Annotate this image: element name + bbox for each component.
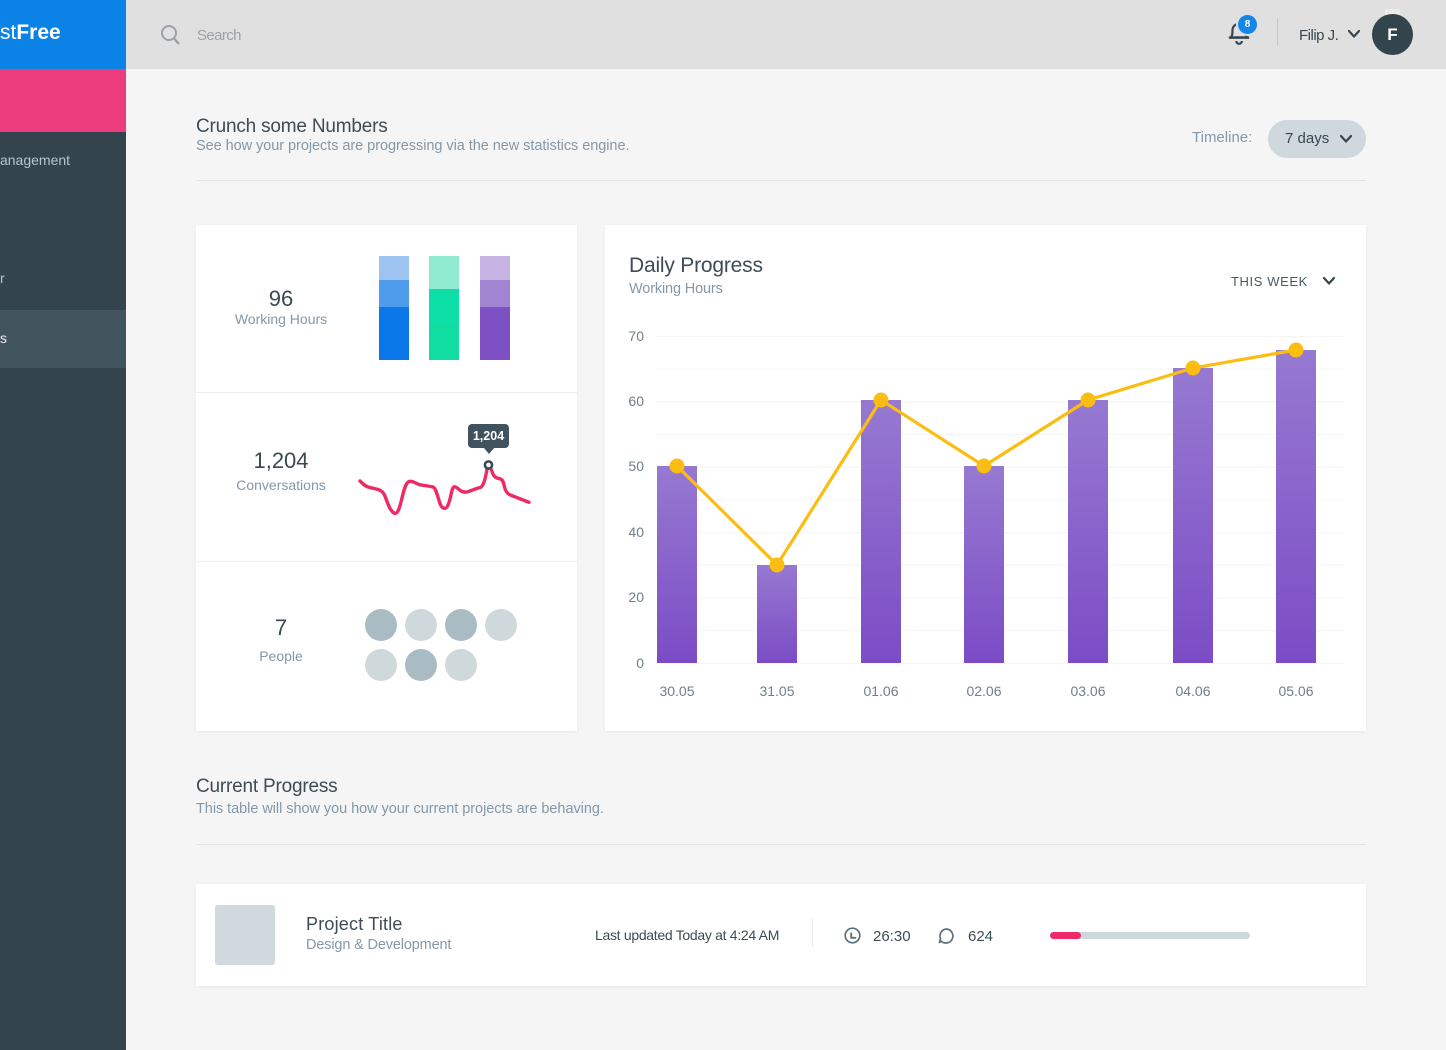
svg-text:0: 0 [636,655,644,671]
svg-text:05.06: 05.06 [1278,683,1313,699]
svg-text:20: 20 [628,589,644,605]
svg-text:70: 70 [628,328,644,344]
svg-text:31.05: 31.05 [759,683,794,699]
svg-text:02.06: 02.06 [966,683,1001,699]
svg-text:50: 50 [628,458,644,474]
svg-text:03.06: 03.06 [1070,683,1105,699]
svg-text:04.06: 04.06 [1175,683,1210,699]
svg-text:30.05: 30.05 [659,683,694,699]
svg-text:01.06: 01.06 [863,683,898,699]
svg-text:40: 40 [628,524,644,540]
svg-text:60: 60 [628,393,644,409]
